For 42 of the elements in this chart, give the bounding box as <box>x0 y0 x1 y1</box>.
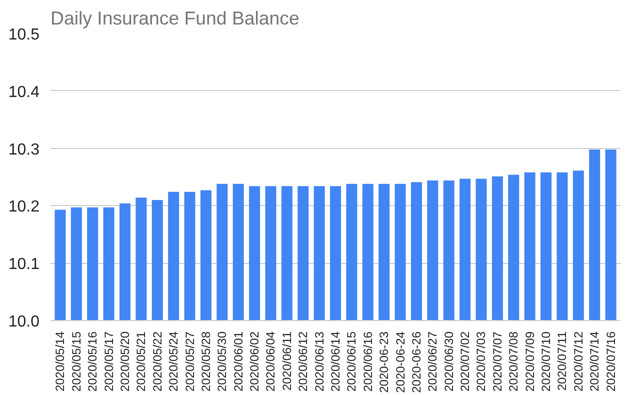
x-tick-label: 2020/07/10 <box>539 331 554 392</box>
y-tick-label: 10.1 <box>8 256 40 274</box>
chart-title: Daily Insurance Fund Balance <box>50 8 300 28</box>
x-tick-label: 2020/05/28 <box>198 331 213 392</box>
x-tick-label: 2020/07/11 <box>555 331 570 391</box>
x-tick-label: 2020/05/17 <box>102 331 116 392</box>
x-tick-label: 2020/06/02 <box>248 331 262 392</box>
x-tick-label: 2020/07/09 <box>522 331 537 392</box>
x-tick-label: 2020/05/21 <box>134 331 148 392</box>
x-tick-label: 2020/06/01 <box>231 331 246 392</box>
x-tick-label: 2020/07/14 <box>588 331 602 392</box>
x-tick-label: 2020/05/24 <box>166 331 181 392</box>
x-tick-label: 2020/05/30 <box>215 331 230 392</box>
y-tick-label: 10.0 <box>8 314 40 330</box>
x-tick-label: 2020/06/16 <box>360 331 375 392</box>
x-tick-label: 2020-06-23 <box>377 331 392 393</box>
x-tick-label: 2020/05/14 <box>53 331 68 392</box>
x-tick-label: 2020/07/02 <box>458 331 472 392</box>
x-tick-label: 2020/06/12 <box>296 331 310 392</box>
x-tick-label: 2020/05/27 <box>182 331 197 392</box>
x-tick-label: 2020/06/15 <box>344 331 359 392</box>
x-tick-label: 2020/07/08 <box>506 331 521 392</box>
x-tick-label: 2020/06/11 <box>280 331 294 391</box>
x-tick-label: 2020/06/04 <box>264 331 278 392</box>
x-tick-label: 2020/06/30 <box>442 331 456 392</box>
x-tick-label: 2020-06-26 <box>409 331 424 393</box>
y-tick-label: 10.4 <box>8 84 40 101</box>
x-tick-label: 2020/07/12 <box>571 331 586 392</box>
y-tick-label: 10.5 <box>8 26 40 44</box>
x-tick-label: 2020/05/20 <box>118 331 132 392</box>
x-tick-label: 2020/07/07 <box>490 331 504 392</box>
y-tick-label: 10.2 <box>8 198 40 216</box>
x-tick-label: 2020/05/16 <box>86 331 100 392</box>
x-tick-label: 2020/06/14 <box>328 331 342 392</box>
x-tick-label: 2020-06-24 <box>393 331 408 393</box>
x-tick-label: 2020/06/13 <box>312 331 326 392</box>
x-tick-label: 2020/06/27 <box>426 331 440 392</box>
y-tick-label: 10.3 <box>8 141 40 158</box>
x-tick-label: 2020/07/16 <box>604 331 618 392</box>
x-tick-label: 2020/05/15 <box>69 331 84 392</box>
x-tick-label: 2020/07/03 <box>474 331 488 392</box>
x-tick-label: 2020/05/22 <box>150 331 164 392</box>
